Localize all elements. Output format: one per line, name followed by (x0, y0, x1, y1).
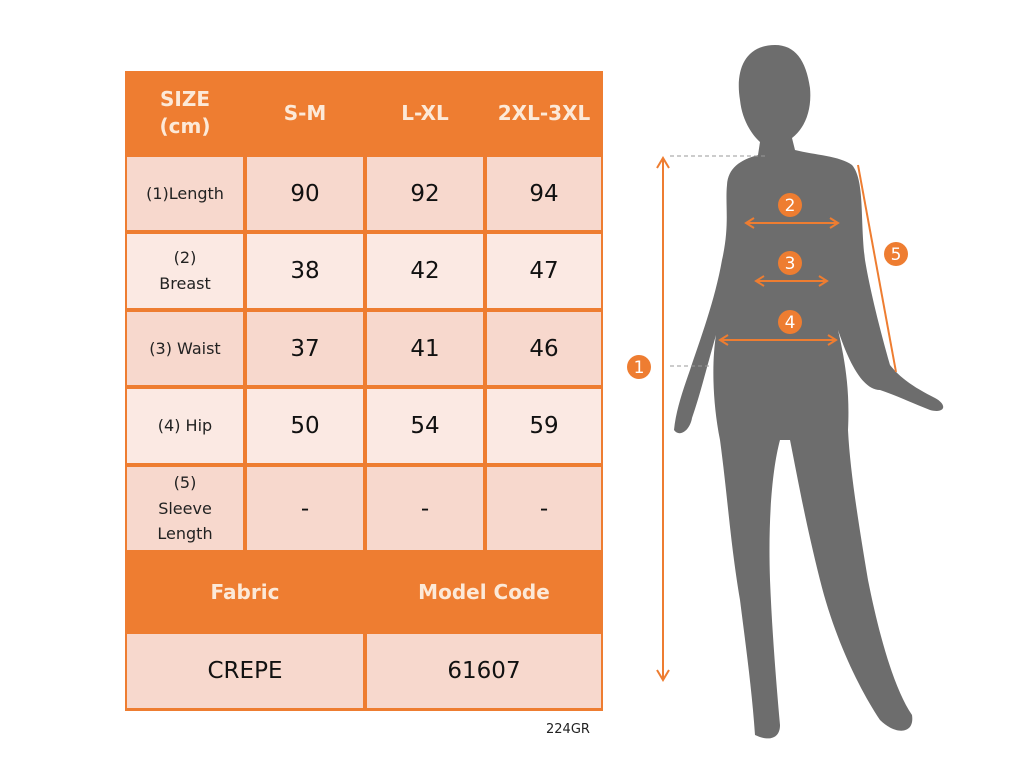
table-cell: 54 (367, 389, 483, 463)
table-cell: 90 (247, 157, 363, 230)
table-cell: - (247, 467, 363, 550)
table-cell: 41 (367, 312, 483, 385)
header-size-l-xl: L-XL (401, 100, 449, 125)
product-code: 224GR (546, 722, 590, 737)
marker-1-label: 1 (634, 358, 645, 378)
model-code-value: 61607 (367, 634, 601, 708)
table-cell: 94 (487, 157, 601, 230)
fabric-value: CREPE (127, 634, 363, 708)
table-cell: 59 (487, 389, 601, 463)
marker-4-circle (778, 310, 802, 334)
header-size-cm: SIZE (cm) (159, 87, 211, 138)
row-label: (1)Length (127, 157, 243, 230)
marker-4-label: 4 (785, 313, 796, 333)
table-cell: 47 (487, 234, 601, 308)
row-label: (4) Hip (127, 389, 243, 463)
table-cell: 38 (247, 234, 363, 308)
row-label: (2) Breast (127, 234, 243, 308)
marker-3-label: 3 (785, 254, 796, 274)
table-cell: 42 (367, 234, 483, 308)
row-label: (3) Waist (127, 312, 243, 385)
marker-2-circle (778, 193, 802, 217)
marker-5-label: 5 (891, 245, 902, 265)
row-label: (5) Sleeve Length (127, 467, 243, 550)
marker-3-circle (778, 251, 802, 275)
table-cell: - (487, 467, 601, 550)
table-cell: 50 (247, 389, 363, 463)
header-size-s-m: S-M (283, 100, 327, 125)
marker-2-label: 2 (785, 196, 796, 216)
marker-5-circle (884, 242, 908, 266)
table-cell: 92 (367, 157, 483, 230)
table-cell: 37 (247, 312, 363, 385)
fabric-header: Fabric (210, 579, 280, 604)
table-cell: 46 (487, 312, 601, 385)
header-size-2xl-3xl: 2XL-3XL (497, 100, 591, 125)
marker-1-circle (627, 355, 651, 379)
silhouette (674, 45, 944, 739)
size-chart-table: SIZE (cm) S-M L-XL 2XL-3XL (1)Length 90 92 94 (2… (125, 71, 603, 711)
model-code-header: Model Code (418, 579, 550, 604)
table-cell: - (367, 467, 483, 550)
